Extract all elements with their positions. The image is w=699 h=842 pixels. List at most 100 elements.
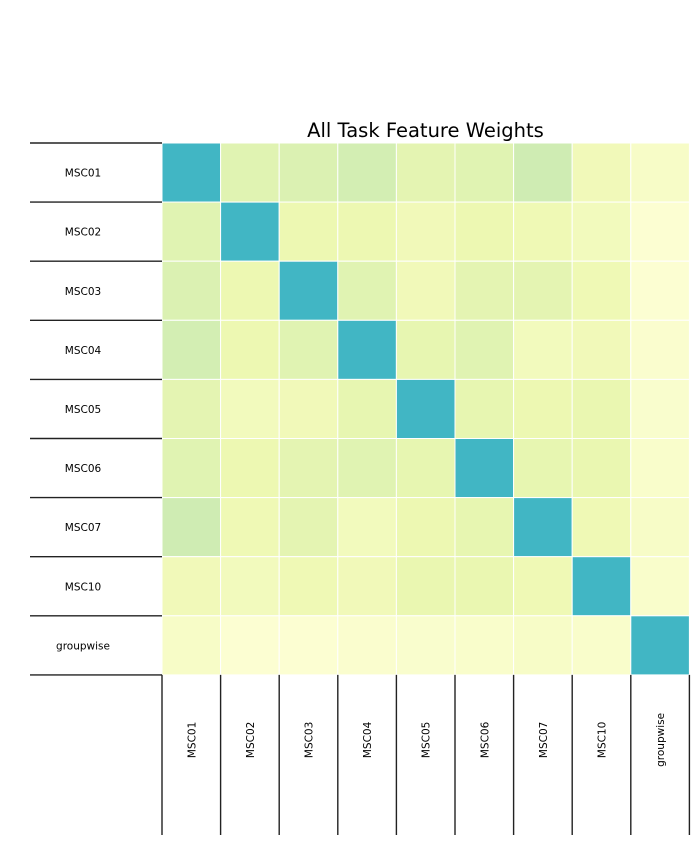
heatmap-cell bbox=[220, 319, 280, 380]
heatmap-cell bbox=[513, 319, 573, 380]
row-label: MSC10 bbox=[65, 581, 101, 593]
heatmap-cell bbox=[630, 260, 690, 321]
heatmap-cell bbox=[278, 438, 339, 499]
heatmap-cells bbox=[161, 142, 690, 676]
heatmap-cell bbox=[630, 438, 690, 499]
heatmap-cell bbox=[337, 615, 397, 676]
heatmap-cell bbox=[278, 201, 339, 262]
heatmap-cell bbox=[161, 142, 222, 203]
row-label: MSC06 bbox=[65, 463, 102, 475]
heatmap-cell bbox=[337, 319, 397, 380]
row-label: MSC02 bbox=[65, 227, 101, 239]
heatmap-cell bbox=[220, 615, 280, 676]
column-labels: MSC01 MSC02 MSC03 MSC04 MSC05 MSC06 MSC07 MSC10… bbox=[186, 713, 667, 767]
heatmap-cell bbox=[220, 378, 280, 439]
heatmap-cell bbox=[161, 615, 222, 676]
heatmap-cell bbox=[395, 556, 456, 617]
heatmap-cell bbox=[513, 378, 573, 439]
column-label: MSC07 bbox=[538, 722, 550, 758]
heatmap-cell bbox=[454, 615, 515, 676]
heatmap-cell bbox=[630, 497, 690, 558]
column-label: MSC02 bbox=[245, 722, 257, 758]
row-label: MSC07 bbox=[65, 522, 101, 534]
heatmap-cell bbox=[395, 615, 456, 676]
column-label: groupwise bbox=[655, 713, 667, 767]
row-label: MSC03 bbox=[65, 286, 101, 298]
heatmap-cell bbox=[278, 142, 339, 203]
heatmap-cell bbox=[337, 201, 397, 262]
heatmap-cell bbox=[220, 142, 280, 203]
heatmap-cell bbox=[337, 438, 397, 499]
heatmap-cell bbox=[161, 438, 222, 499]
heatmap-cell bbox=[278, 615, 339, 676]
heatmap-cell bbox=[220, 201, 280, 262]
heatmap-cell bbox=[395, 378, 456, 439]
heatmap-cell bbox=[513, 142, 573, 203]
heatmap-cell bbox=[571, 615, 632, 676]
heatmap-cell bbox=[571, 201, 632, 262]
heatmap-cell bbox=[337, 142, 397, 203]
heatmap-cell bbox=[630, 556, 690, 617]
heatmap-cell bbox=[513, 497, 573, 558]
column-label: MSC06 bbox=[479, 721, 491, 758]
table-lines bbox=[30, 142, 691, 835]
heatmap-cell bbox=[513, 201, 573, 262]
heatmap-cell bbox=[220, 556, 280, 617]
heatmap-cell bbox=[395, 260, 456, 321]
heatmap-cell bbox=[161, 556, 222, 617]
heatmap-cell bbox=[454, 319, 515, 380]
chart-title: All Task Feature Weights bbox=[307, 119, 544, 142]
heatmap-cell bbox=[630, 142, 690, 203]
heatmap-cell bbox=[513, 438, 573, 499]
heatmap-cell bbox=[278, 378, 339, 439]
heatmap-cell bbox=[571, 142, 632, 203]
heatmap-cell bbox=[454, 142, 515, 203]
heatmap-cell bbox=[513, 556, 573, 617]
row-label: MSC01 bbox=[65, 168, 101, 180]
heatmap-cell bbox=[278, 497, 339, 558]
heatmap-cell bbox=[454, 378, 515, 439]
heatmap-cell bbox=[337, 556, 397, 617]
heatmap-cell bbox=[630, 378, 690, 439]
heatmap-cell bbox=[571, 260, 632, 321]
heatmap-cell bbox=[395, 142, 456, 203]
heatmap-cell bbox=[161, 497, 222, 558]
row-label: groupwise bbox=[56, 640, 110, 652]
heatmap-cell bbox=[454, 260, 515, 321]
heatmap-cell bbox=[454, 201, 515, 262]
heatmap-cell bbox=[278, 260, 339, 321]
heatmap-cell bbox=[220, 497, 280, 558]
heatmap-cell bbox=[161, 319, 222, 380]
heatmap-cell bbox=[571, 497, 632, 558]
heatmap-cell bbox=[220, 438, 280, 499]
heatmap-cell bbox=[513, 615, 573, 676]
heatmap-cell bbox=[278, 556, 339, 617]
heatmap-cell bbox=[161, 201, 222, 262]
heatmap-cell bbox=[337, 260, 397, 321]
heatmap-cell bbox=[278, 319, 339, 380]
row-label: MSC05 bbox=[65, 404, 101, 416]
column-label: MSC01 bbox=[186, 722, 198, 758]
heatmap-cell bbox=[454, 556, 515, 617]
row-label: MSC04 bbox=[65, 345, 102, 357]
heatmap-cell bbox=[454, 438, 515, 499]
column-label: MSC04 bbox=[362, 721, 374, 758]
heatmap-cell bbox=[161, 378, 222, 439]
heatmap-cell bbox=[630, 319, 690, 380]
heatmap-cell bbox=[571, 319, 632, 380]
column-label: MSC10 bbox=[597, 722, 609, 758]
heatmap-cell bbox=[337, 497, 397, 558]
heatmap-cell bbox=[630, 201, 690, 262]
column-label: MSC05 bbox=[421, 722, 433, 758]
heatmap-cell bbox=[571, 556, 632, 617]
column-label: MSC03 bbox=[304, 722, 316, 758]
heatmap-cell bbox=[395, 497, 456, 558]
row-labels: MSC01 MSC02 MSC03 MSC04 MSC05 MSC06 MSC07 MSC10… bbox=[56, 168, 110, 653]
heatmap-cell bbox=[395, 319, 456, 380]
heatmap-cell bbox=[220, 260, 280, 321]
heatmap-cell bbox=[630, 615, 690, 676]
heatmap-cell bbox=[395, 438, 456, 499]
heatmap-cell bbox=[395, 201, 456, 262]
heatmap-cell bbox=[571, 378, 632, 439]
